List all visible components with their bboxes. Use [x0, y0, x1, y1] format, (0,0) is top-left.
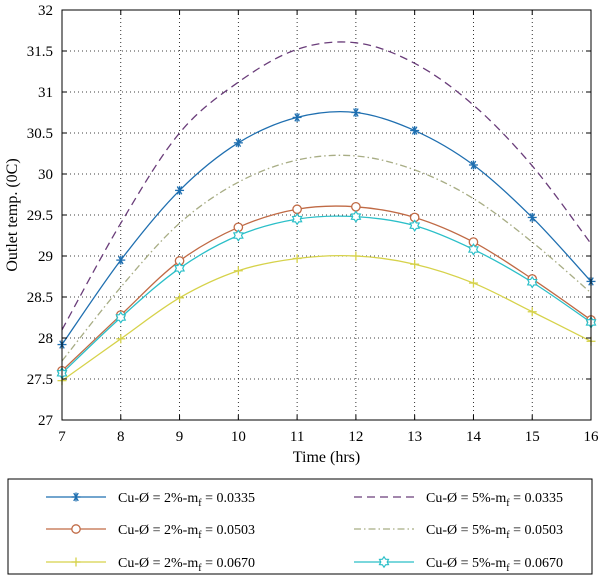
- y-axis-title: Outlet temp. (0C): [4, 158, 21, 271]
- legend-label-subscript: f: [506, 498, 510, 509]
- y-tick-label: 27.5: [27, 372, 53, 388]
- x-tick-label: 13: [407, 429, 422, 445]
- y-tick-label: 28: [38, 331, 53, 347]
- x-tick-label: 9: [176, 429, 184, 445]
- legend-marker: [378, 555, 390, 569]
- legend-item-4: Cu-Ø = 5%-mf = 0.0503: [354, 523, 563, 541]
- series-line-2: [61, 41, 592, 331]
- data-point: [174, 262, 186, 275]
- legend-marker: [71, 524, 81, 534]
- legend-label: Cu-Ø = 2%-mf = 0.0503: [118, 523, 255, 541]
- legend-label-main: Cu-Ø = 5%-m: [426, 556, 506, 571]
- y-tick-label: 30: [38, 167, 53, 183]
- x-tick-label: 15: [525, 429, 540, 445]
- legend-label: Cu-Ø = 5%-mf = 0.0335: [426, 491, 563, 509]
- legend-label-main: Cu-Ø = 2%-m: [118, 491, 198, 506]
- series-line-5: [61, 254, 592, 382]
- series-layer: [56, 41, 597, 386]
- legend-label-value: = 0.0335: [202, 491, 255, 506]
- y-tick-label: 30.5: [27, 126, 53, 142]
- data-point: [232, 229, 244, 242]
- series-line-6: [61, 215, 592, 374]
- legend-label-value: = 0.0670: [202, 556, 255, 571]
- y-tick-label: 32: [38, 3, 53, 19]
- x-tick-label: 12: [348, 429, 363, 445]
- legend-label-subscript: f: [198, 563, 202, 574]
- data-point: [351, 201, 361, 212]
- y-tick-label: 31.5: [27, 44, 53, 60]
- legend-label-value: = 0.0503: [510, 523, 563, 538]
- legend-label-subscript: f: [198, 530, 202, 541]
- series-1: [57, 108, 596, 350]
- data-point: [115, 311, 127, 324]
- legend-label: Cu-Ø = 5%-mf = 0.0670: [426, 556, 563, 574]
- legend-label-value: = 0.0503: [202, 523, 255, 538]
- y-tick-label: 28.5: [27, 290, 53, 306]
- data-point: [526, 275, 538, 289]
- series-5: [57, 251, 596, 386]
- series-4: [61, 154, 592, 362]
- legend-label: Cu-Ø = 2%-mf = 0.0670: [118, 556, 255, 574]
- legend-label-subscript: f: [506, 530, 510, 541]
- legend-label-subscript: f: [506, 563, 510, 574]
- legend-label-main: Cu-Ø = 5%-m: [426, 491, 506, 506]
- series-line-3: [61, 205, 592, 372]
- data-point: [467, 243, 479, 256]
- data-point: [350, 210, 362, 223]
- legend-label-main: Cu-Ø = 2%-m: [118, 523, 198, 538]
- x-tick-label: 14: [466, 429, 482, 445]
- x-tick-label: 16: [584, 429, 600, 445]
- y-tick-label: 29: [38, 249, 53, 265]
- y-tick-label: 31: [38, 85, 53, 101]
- series-2: [61, 41, 592, 331]
- legend-label-main: Cu-Ø = 5%-m: [426, 523, 506, 538]
- legend: Cu-Ø = 2%-mf = 0.0335 Cu-Ø = 5%-mf = 0.03…: [46, 491, 563, 574]
- series-6: [56, 210, 597, 380]
- x-tick-label: 10: [231, 429, 246, 445]
- data-point: [292, 204, 302, 215]
- legend-item-6: Cu-Ø = 5%-mf = 0.0670: [354, 555, 563, 574]
- legend-label-value: = 0.0335: [510, 491, 563, 506]
- y-tick-label: 29.5: [27, 208, 53, 224]
- legend-item-2: Cu-Ø = 5%-mf = 0.0335: [354, 491, 563, 509]
- legend-label: Cu-Ø = 2%-mf = 0.0335: [118, 491, 255, 509]
- x-tick-label: 11: [290, 429, 304, 445]
- legend-label: Cu-Ø = 5%-mf = 0.0503: [426, 523, 563, 541]
- data-point: [291, 212, 303, 226]
- legend-label-main: Cu-Ø = 2%-m: [118, 556, 198, 571]
- series-line-4: [61, 154, 592, 362]
- series-line-1: [61, 110, 592, 345]
- legend-item-3: Cu-Ø = 2%-mf = 0.0503: [46, 523, 255, 541]
- x-axis-title: Time (hrs): [293, 449, 360, 466]
- axis-ticks: 7 8 9 10 11 12 13 14 15 16 27 27.5 28 28.5 29 29.5 30 30.…: [27, 3, 599, 445]
- legend-label-value: = 0.0670: [510, 556, 563, 571]
- legend-item-5: Cu-Ø = 2%-mf = 0.0670: [46, 556, 255, 574]
- data-point: [409, 219, 421, 232]
- x-tick-label: 8: [117, 429, 125, 445]
- legend-item-1: Cu-Ø = 2%-mf = 0.0335: [46, 491, 255, 509]
- y-tick-label: 27: [38, 413, 54, 429]
- legend-box: [7, 478, 593, 575]
- legend-label-subscript: f: [198, 498, 202, 509]
- x-tick-label: 7: [58, 429, 66, 445]
